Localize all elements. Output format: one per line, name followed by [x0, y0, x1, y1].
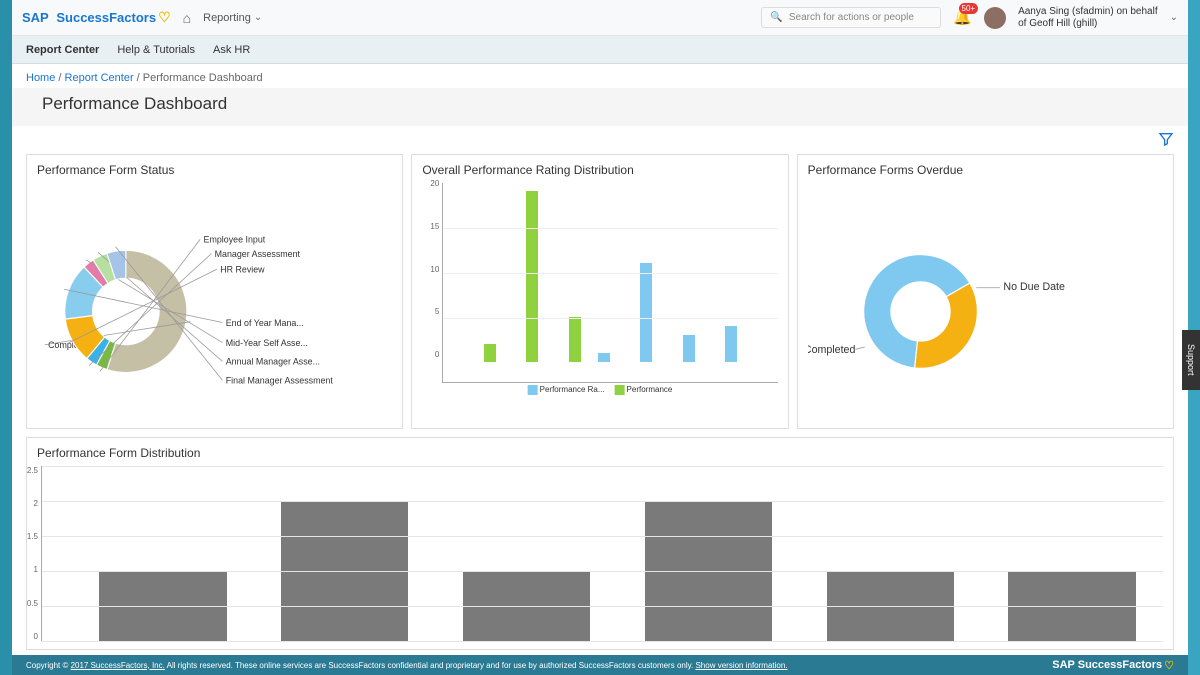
breadcrumb-report-center[interactable]: Report Center — [65, 72, 134, 84]
card2-title: Overall Performance Rating Distribution — [422, 163, 777, 177]
card-performance-form-status: Performance Form Status CompletedEmploye… — [26, 154, 403, 429]
footer-copyright: Copyright © — [26, 661, 71, 670]
footer: Copyright © 2017 SuccessFactors, Inc. Al… — [12, 655, 1188, 675]
card-performance-form-distribution: Performance Form Distribution 2.521.510.… — [26, 437, 1174, 650]
page-title: Performance Dashboard — [12, 88, 1188, 126]
avatar[interactable] — [984, 7, 1006, 29]
card-overall-rating-distribution: Overall Performance Rating Distribution … — [411, 154, 788, 429]
svg-text:Manager Assessment: Manager Assessment — [215, 249, 301, 259]
search-icon: 🔍 — [770, 12, 782, 23]
footer-version-link[interactable]: Show version information. — [695, 661, 787, 670]
brand-sf: SuccessFactors — [56, 10, 156, 25]
home-icon[interactable]: ⌂ — [183, 10, 191, 26]
footer-company-link[interactable]: 2017 SuccessFactors, Inc. — [71, 661, 165, 670]
user-identity[interactable]: Aanya Sing (sfadmin) on behalf of Geoff … — [1018, 6, 1158, 30]
brand-sap: SAP — [22, 10, 49, 25]
chevron-down-icon: ⌄ — [254, 12, 262, 23]
card3-title: Performance Forms Overdue — [808, 163, 1163, 177]
subnav-ask-hr[interactable]: Ask HR — [213, 44, 250, 56]
card2-legend: Performance Ra... Performance — [528, 385, 673, 395]
subnav-help-tutorials[interactable]: Help & Tutorials — [117, 44, 195, 56]
user-line2: of Geoff Hill (ghill) — [1018, 18, 1158, 30]
user-line1: Aanya Sing (sfadmin) on behalf — [1018, 6, 1158, 18]
svg-text:End of Year Mana...: End of Year Mana... — [226, 318, 304, 328]
support-tab[interactable]: Support — [1182, 330, 1200, 390]
footer-brand: SAP SuccessFactors♡ — [1052, 659, 1174, 672]
sub-nav: Report Center Help & Tutorials Ask HR — [12, 36, 1188, 64]
top-header: SAP SuccessFactors ♡ ⌂ Reporting ⌄ 🔍 Sea… — [12, 0, 1188, 36]
reporting-label: Reporting — [203, 12, 251, 24]
card-performance-forms-overdue: Performance Forms Overdue Completed No Du… — [797, 154, 1174, 429]
search-placeholder: Search for actions or people — [789, 12, 914, 23]
svg-text:HR Review: HR Review — [220, 265, 265, 275]
notifications-button[interactable]: 🔔 50+ — [953, 8, 972, 27]
svg-text:Completed: Completed — [808, 344, 855, 356]
svg-text:Annual Manager Asse...: Annual Manager Asse... — [226, 357, 320, 367]
breadcrumb-current: Performance Dashboard — [143, 72, 263, 84]
subnav-report-center[interactable]: Report Center — [26, 44, 99, 56]
breadcrumb-home[interactable]: Home — [26, 72, 55, 84]
card1-chart: CompletedEmployee InputManager Assessmen… — [37, 183, 392, 440]
card1-title: Performance Form Status — [37, 163, 392, 177]
card4-title: Performance Form Distribution — [37, 446, 1163, 460]
svg-text:Mid-Year Self Asse...: Mid-Year Self Asse... — [226, 338, 308, 348]
card2-chart: 20151050 Performance Ra... Performance — [422, 183, 777, 393]
heart-icon: ♡ — [158, 9, 171, 26]
notification-badge: 50+ — [959, 3, 979, 14]
svg-text:Employee Input: Employee Input — [204, 235, 266, 245]
footer-rights: All rights reserved. These online servic… — [167, 661, 696, 670]
filter-icon[interactable] — [1158, 131, 1174, 150]
breadcrumb: Home / Report Center / Performance Dashb… — [12, 64, 1188, 88]
user-menu-chevron-icon[interactable]: ⌄ — [1170, 12, 1178, 23]
card4-chart: 2.521.510.50 — [41, 466, 1163, 641]
card3-chart: Completed No Due Date — [808, 183, 1163, 440]
reporting-menu[interactable]: Reporting ⌄ — [203, 12, 262, 24]
brand-logo[interactable]: SAP SuccessFactors ♡ — [22, 9, 171, 26]
svg-text:Final Manager Assessment: Final Manager Assessment — [226, 376, 334, 386]
svg-text:No Due Date: No Due Date — [1003, 281, 1065, 293]
search-input[interactable]: 🔍 Search for actions or people — [761, 7, 941, 28]
